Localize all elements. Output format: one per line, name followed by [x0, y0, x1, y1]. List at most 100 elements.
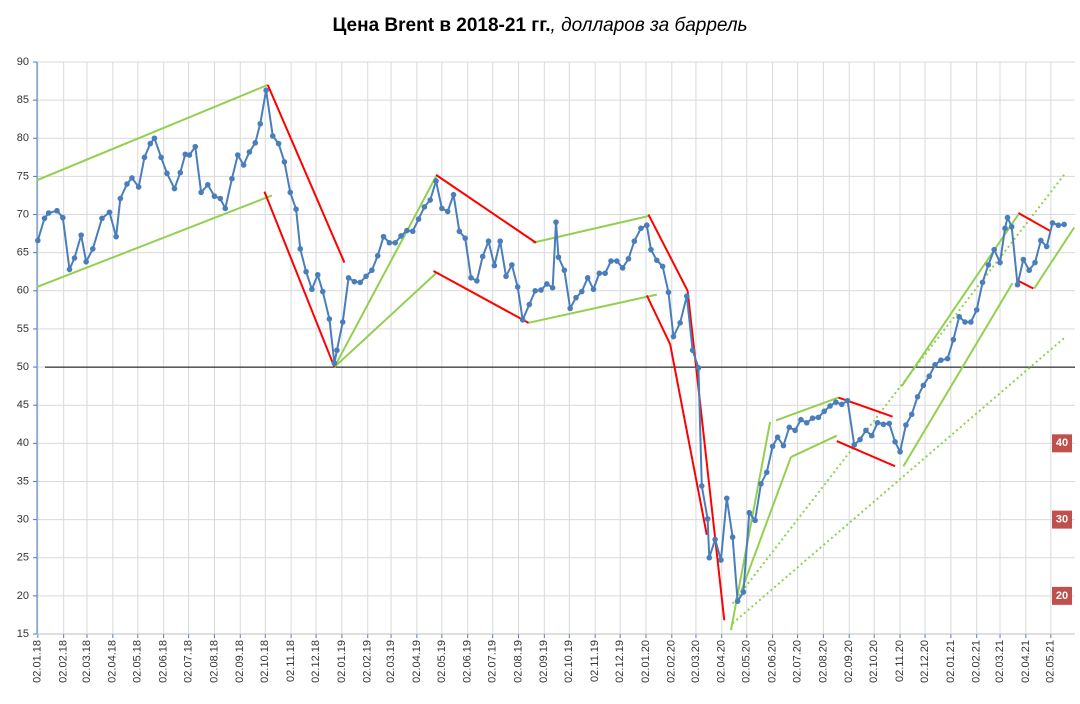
y-tick-label: 90 — [17, 56, 29, 68]
price-point — [331, 360, 338, 367]
trend-line — [900, 213, 1020, 387]
x-tick-label: 02.01.21 — [945, 640, 957, 683]
price-point — [706, 554, 713, 561]
x-tick-label: 02.03.21 — [994, 640, 1006, 683]
price-point — [497, 238, 503, 245]
x-tick-label: 02.03.19 — [385, 640, 397, 683]
price-point — [844, 397, 851, 404]
y-tick-label: 30 — [17, 514, 29, 526]
side-label-box — [1052, 586, 1072, 605]
price-point — [932, 361, 938, 368]
x-tick-label: 02.05.18 — [132, 640, 144, 683]
price-point — [345, 275, 352, 281]
x-tick-label: 02.11.18 — [285, 640, 297, 682]
x-tick-label: 02.01.19 — [336, 640, 348, 683]
price-point — [938, 357, 944, 364]
price-point — [386, 239, 393, 246]
trend-line — [36, 83, 269, 182]
price-point — [41, 215, 48, 222]
trend-line — [740, 456, 792, 593]
trend-line — [669, 343, 708, 536]
price-point — [704, 516, 711, 522]
price-point — [129, 175, 135, 181]
price-point — [997, 259, 1003, 266]
x-tick-label: 02.02.21 — [971, 640, 983, 683]
price-point — [1055, 222, 1062, 229]
price-point — [596, 270, 603, 277]
trend-line — [902, 282, 1014, 467]
x-tick-label: 02.06.20 — [767, 640, 779, 683]
x-tick-label: 02.11.19 — [589, 640, 601, 682]
price-point — [404, 227, 410, 234]
price-point — [729, 534, 736, 540]
price-point — [648, 246, 654, 253]
price-point — [141, 154, 148, 161]
trend-line — [790, 434, 838, 458]
price-point — [549, 284, 556, 291]
x-tick-label: 02.07.18 — [183, 640, 195, 683]
price-point — [625, 255, 632, 262]
chart-title: Цена Brent в 2018-21 гг., долларов за ба… — [332, 15, 747, 36]
price-point — [369, 267, 375, 274]
x-tick-label: 02.09.18 — [234, 640, 246, 683]
price-point — [769, 443, 776, 450]
x-tick-label: 02.12.18 — [310, 640, 322, 683]
price-point — [838, 401, 845, 408]
price-point — [246, 149, 253, 155]
price-point — [561, 267, 568, 274]
x-tick-label: 02.04.19 — [411, 640, 423, 683]
y-tick-label: 40 — [17, 437, 29, 449]
price-point — [113, 233, 119, 240]
price-point — [908, 411, 915, 418]
price-point — [351, 278, 358, 285]
price-point — [257, 120, 264, 127]
y-tick-label: 75 — [17, 170, 29, 182]
side-label-box — [1052, 434, 1072, 453]
price-point — [491, 262, 498, 269]
price-point — [240, 162, 247, 168]
price-point — [1002, 225, 1008, 232]
price-point — [309, 286, 315, 293]
price-point — [186, 152, 193, 158]
price-point — [973, 307, 980, 313]
price-point — [450, 191, 457, 198]
y-tick-label: 35 — [17, 475, 29, 487]
price-point — [584, 275, 591, 281]
price-point — [780, 442, 787, 449]
price-point — [968, 319, 974, 325]
price-point — [798, 416, 804, 423]
x-tick-label: 02.12.19 — [614, 640, 626, 683]
x-tick-label: 02.05.20 — [741, 640, 753, 683]
price-point — [217, 195, 224, 202]
price-point — [689, 347, 696, 354]
price-point — [695, 365, 702, 371]
price-point — [886, 420, 893, 427]
price-point — [171, 185, 178, 192]
price-point — [439, 205, 445, 212]
x-tick-label: 02.02.18 — [58, 640, 70, 683]
x-tick-label: 02.11.20 — [894, 640, 906, 682]
trend-line — [1017, 212, 1052, 233]
trend-line — [1017, 279, 1034, 290]
price-point — [204, 181, 211, 188]
price-point — [723, 495, 730, 502]
y-tick-label: 15 — [17, 628, 29, 640]
price-point — [631, 238, 638, 245]
price-point — [792, 427, 798, 434]
price-point — [579, 288, 585, 295]
price-point — [192, 143, 199, 150]
price-point — [177, 169, 184, 176]
price-point — [1043, 243, 1050, 250]
trend-line — [775, 396, 839, 422]
price-point — [880, 421, 887, 428]
price-point — [670, 333, 677, 340]
price-point — [99, 215, 105, 222]
price-point — [135, 184, 142, 190]
title-sub: , долларов за баррель — [551, 15, 748, 36]
y-tick-label: 25 — [17, 552, 29, 564]
price-point — [659, 263, 666, 270]
price-point — [275, 140, 282, 147]
price-point — [712, 536, 718, 543]
price-point — [1020, 256, 1027, 263]
